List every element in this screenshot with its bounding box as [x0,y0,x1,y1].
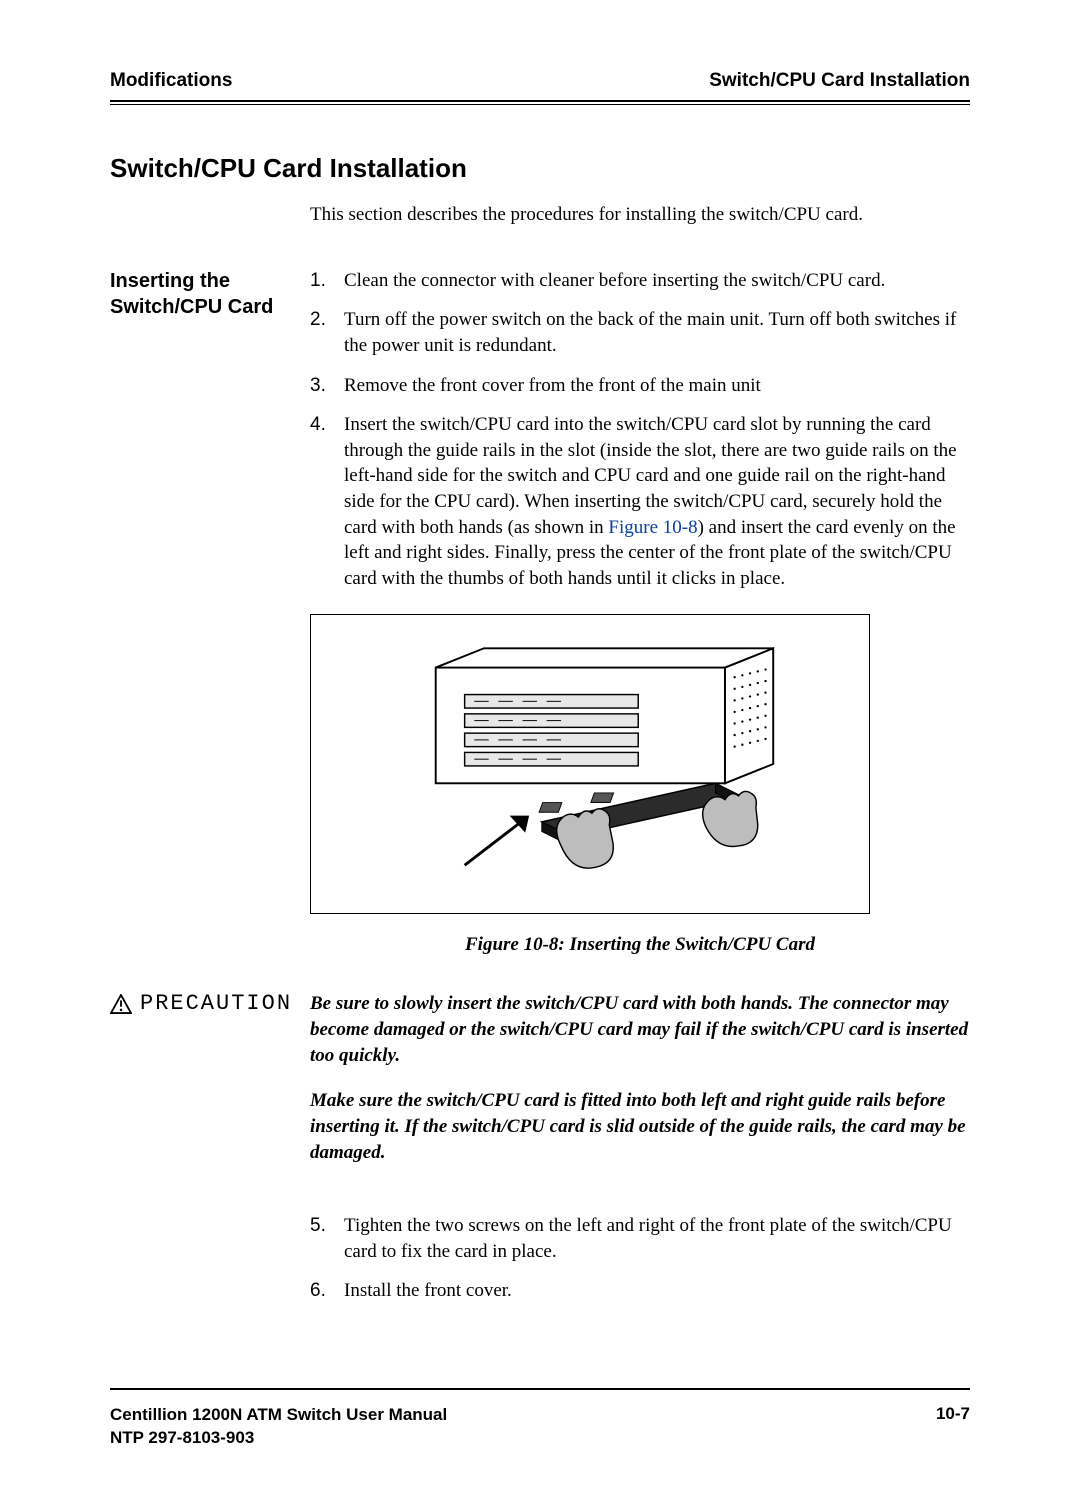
precaution-para: Be sure to slowly insert the switch/CPU … [310,991,970,1068]
section-title: Switch/CPU Card Installation [110,153,970,184]
precaution-label-text: PRECAUTION [140,991,292,1016]
precaution-block: PRECAUTION Be sure to slowly insert the … [110,991,970,1185]
step-text: Remove the front cover from the front of… [344,373,970,399]
page-footer: Centillion 1200N ATM Switch User Manual … [110,1404,970,1450]
running-header: Modifications Switch/CPU Card Installati… [110,70,970,100]
step-item: 2. Turn off the power switch on the back… [310,307,970,358]
step-item: 5. Tighten the two screws on the left an… [310,1213,970,1264]
footer-page-number: 10-7 [936,1404,970,1450]
section-intro: This section describes the procedures fo… [310,202,970,228]
figure-illustration [320,619,860,909]
step-text: Clean the connector with cleaner before … [344,268,970,294]
step-text: Insert the switch/CPU card into the swit… [344,412,970,591]
precaution-body: Be sure to slowly insert the switch/CPU … [310,991,970,1185]
figure-caption: Figure 10-8: Inserting the Switch/CPU Ca… [310,932,970,958]
step-number: 2. [310,307,344,358]
step-item: 4. Insert the switch/CPU card into the s… [310,412,970,591]
step-number: 3. [310,373,344,399]
warning-triangle-icon [110,994,132,1014]
step-item: 3. Remove the front cover from the front… [310,373,970,399]
step-item: 1. Clean the connector with cleaner befo… [310,268,970,294]
step-text: Install the front cover. [344,1278,970,1304]
step-number: 1. [310,268,344,294]
step-list: 1. Clean the connector with cleaner befo… [310,268,970,592]
step-number: 4. [310,412,344,591]
step-number: 6. [310,1278,344,1304]
step-text: Tighten the two screws on the left and r… [344,1213,970,1264]
figure-10-8: Figure 10-8: Inserting the Switch/CPU Ca… [310,614,970,958]
header-right: Switch/CPU Card Installation [709,70,970,92]
step-number: 5. [310,1213,344,1264]
footer-doc-id: NTP 297-8103-903 [110,1427,447,1450]
precaution-label: PRECAUTION [110,991,310,1016]
header-double-rule [110,100,970,105]
footer-rule: Centillion 1200N ATM Switch User Manual … [110,1388,970,1450]
step-list-continued: 5. Tighten the two screws on the left an… [310,1213,970,1304]
step-item: 6. Install the front cover. [310,1278,970,1304]
footer-manual-title: Centillion 1200N ATM Switch User Manual [110,1404,447,1427]
figure-reference-link[interactable]: Figure 10-8 [608,517,697,538]
step-text: Turn off the power switch on the back of… [344,307,970,358]
precaution-para: Make sure the switch/CPU card is fitted … [310,1088,970,1165]
side-heading-inserting: Inserting the Switch/CPU Card [110,268,290,320]
figure-image-box [310,614,870,914]
header-left: Modifications [110,70,232,92]
